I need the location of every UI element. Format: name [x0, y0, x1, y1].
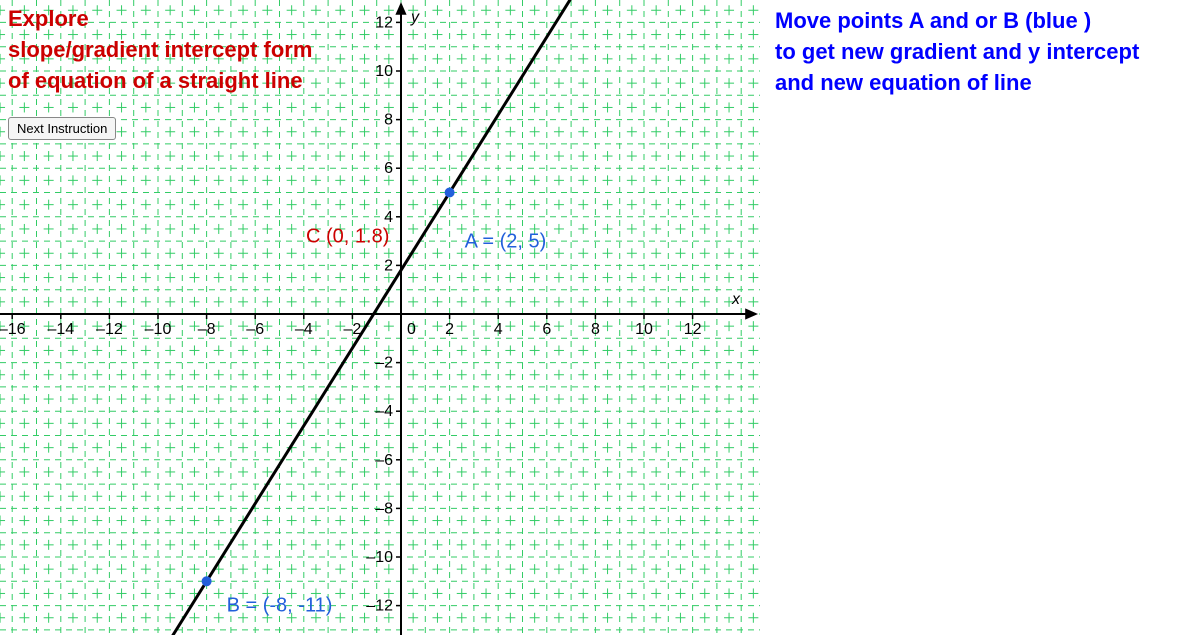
instructions-text: Move points A and or B (blue ) to get ne… — [775, 6, 1139, 98]
svg-text:4: 4 — [384, 209, 393, 226]
svg-text:x: x — [731, 291, 741, 308]
next-instruction-button[interactable]: Next Instruction — [8, 117, 116, 140]
svg-text:10: 10 — [635, 321, 653, 338]
instr-line-3: and new equation of line — [775, 70, 1032, 95]
svg-text:–12: –12 — [366, 598, 393, 615]
svg-text:–10: –10 — [366, 549, 393, 566]
svg-text:–16: –16 — [0, 321, 26, 338]
svg-text:12: 12 — [375, 14, 393, 31]
svg-text:–8: –8 — [375, 500, 393, 517]
title-line-2: slope/gradient intercept form — [8, 37, 312, 62]
svg-text:8: 8 — [591, 321, 600, 338]
svg-text:0: 0 — [407, 321, 416, 338]
svg-text:–14: –14 — [47, 321, 74, 338]
point-A[interactable] — [445, 188, 455, 198]
point-label-A: A = (2, 5) — [465, 231, 547, 253]
svg-text:–6: –6 — [246, 321, 264, 338]
title-text: Explore slope/gradient intercept form of… — [8, 4, 312, 96]
svg-text:4: 4 — [494, 321, 503, 338]
svg-text:6: 6 — [542, 321, 551, 338]
point-label-B: B = (-8, -11) — [227, 594, 333, 616]
title-line-1: Explore — [8, 6, 89, 31]
point-B[interactable] — [202, 576, 212, 586]
svg-text:6: 6 — [384, 160, 393, 177]
svg-text:y: y — [410, 9, 420, 26]
svg-text:12: 12 — [684, 321, 702, 338]
svg-text:–2: –2 — [375, 355, 393, 372]
instr-line-1: Move points A and or B (blue ) — [775, 8, 1091, 33]
svg-text:8: 8 — [384, 112, 393, 129]
instr-line-2: to get new gradient and y intercept — [775, 39, 1139, 64]
svg-text:–4: –4 — [295, 321, 313, 338]
svg-text:2: 2 — [384, 257, 393, 274]
svg-text:2: 2 — [445, 321, 454, 338]
svg-text:–4: –4 — [375, 403, 393, 420]
svg-text:10: 10 — [375, 63, 393, 80]
svg-text:–10: –10 — [145, 321, 172, 338]
svg-text:–8: –8 — [198, 321, 216, 338]
point-label-C: C (0, 1.8) — [306, 225, 389, 247]
svg-text:–12: –12 — [96, 321, 123, 338]
title-line-3: of equation of a straight line — [8, 68, 303, 93]
svg-text:–6: –6 — [375, 452, 393, 469]
